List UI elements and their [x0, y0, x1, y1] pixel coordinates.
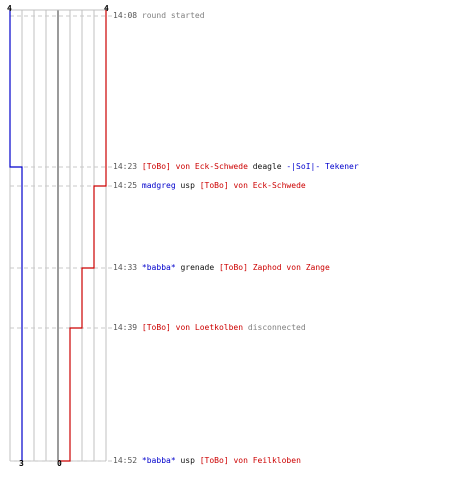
event-text-part: deagle	[247, 162, 287, 171]
event-text-part: usp	[175, 456, 200, 465]
event-row: 14:08 round started	[113, 11, 205, 21]
event-text-part: madgreg	[141, 181, 176, 190]
event-text-part: [ToBo] Zaphod von Zange	[219, 263, 330, 272]
event-text-part: [ToBo] von Loetkolben	[141, 323, 244, 332]
event-time: 14:23	[113, 162, 138, 171]
event-text-part: [ToBo] von Eck-Schwede	[199, 181, 306, 190]
event-row: 14:23 [ToBo] von Eck-Schwede deagle -|So…	[113, 162, 359, 172]
blue-start-count: 4	[7, 4, 12, 13]
event-row: 14:39 [ToBo] von Loetkolben disconnected	[113, 323, 306, 333]
event-time: 14:08	[113, 11, 138, 20]
player-grid-lines	[9, 9, 107, 462]
event-text-part: disconnected	[243, 323, 306, 332]
blue-team-alive-line	[9, 10, 23, 461]
blue-end-count: 3	[19, 459, 24, 468]
event-time: 14:52	[113, 456, 138, 465]
event-text-part: [ToBo] von Eck-Schwede	[141, 162, 248, 171]
round-timeline-graph	[9, 9, 112, 462]
red-team-alive-line	[58, 10, 107, 462]
event-text-part: round started	[141, 11, 205, 20]
event-row: 14:52 *babba* usp [ToBo] von Feilkloben	[113, 456, 301, 466]
event-row: 14:33 *babba* grenade [ToBo] Zaphod von …	[113, 263, 330, 273]
event-time: 14:33	[113, 263, 138, 272]
event-text-part: usp	[175, 181, 200, 190]
event-time: 14:39	[113, 323, 138, 332]
event-guide-lines	[10, 15, 112, 462]
event-text-part: *babba*	[141, 263, 176, 272]
event-row: 14:25 madgreg usp [ToBo] von Eck-Schwede	[113, 181, 306, 191]
red-start-count: 4	[104, 4, 109, 13]
event-text-part: *babba*	[141, 456, 176, 465]
event-time: 14:25	[113, 181, 138, 190]
red-end-count: 0	[57, 459, 62, 468]
event-text-part: [ToBo] von Feilkloben	[199, 456, 301, 465]
event-text-part: -|SoI|- Tekener	[286, 162, 359, 171]
event-text-part: grenade	[175, 263, 219, 272]
